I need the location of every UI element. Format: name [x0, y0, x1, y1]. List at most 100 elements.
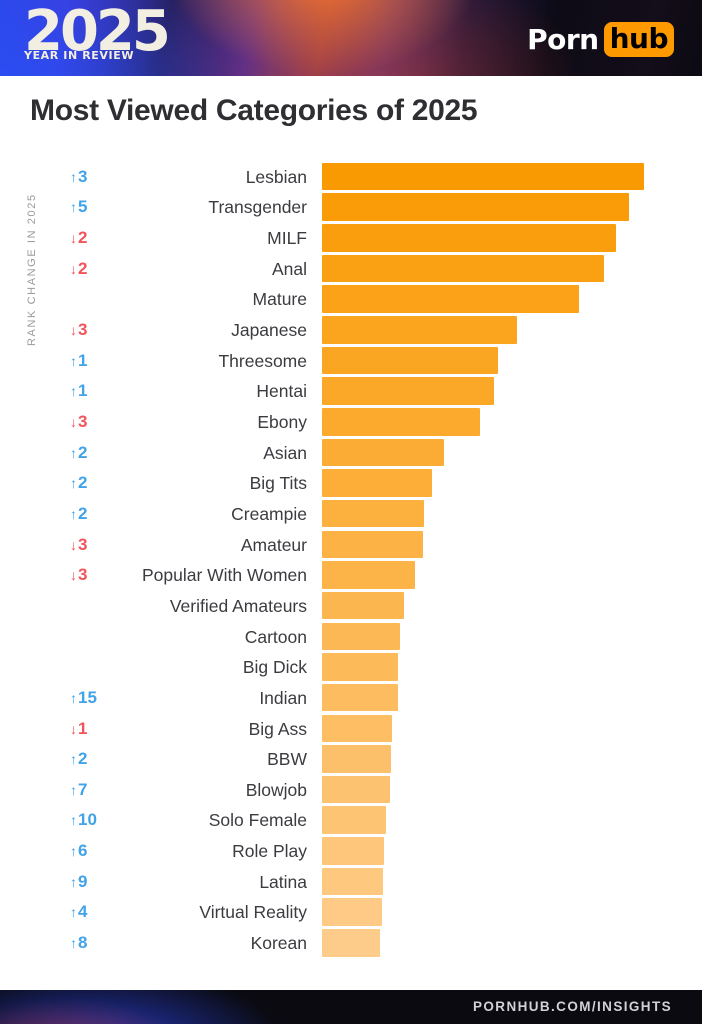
- category-label: Latina: [259, 871, 307, 892]
- category-bar: [322, 377, 494, 405]
- category-row: ↓3 Japanese: [0, 316, 702, 344]
- category-bar: [322, 775, 390, 804]
- category-label: Role Play: [232, 841, 307, 862]
- category-bar: [322, 653, 398, 681]
- pornhub-logo-porn: Porn: [527, 23, 599, 56]
- category-row: ↑5 Transgender: [0, 193, 702, 221]
- category-row: ↑1 Threesome: [0, 346, 702, 375]
- rank-change-down: ↓3: [70, 565, 88, 585]
- category-bar: [322, 499, 424, 528]
- rank-change-up: ↑8: [70, 933, 88, 953]
- category-row: Big Dick: [0, 653, 702, 681]
- arrow-up-icon: ↑: [70, 843, 77, 860]
- rank-change-down: ↓3: [70, 534, 88, 554]
- arrow-up-icon: ↑: [70, 168, 77, 185]
- category-bar: [322, 254, 604, 283]
- category-row: ↓2 Anal: [0, 254, 702, 283]
- category-bar: [322, 469, 432, 497]
- category-label: MILF: [267, 228, 307, 249]
- category-bar: [322, 530, 423, 559]
- category-label: Lesbian: [245, 166, 307, 187]
- category-bar: [322, 867, 383, 896]
- category-row: ↓3 Amateur: [0, 530, 702, 559]
- category-label: Korean: [250, 933, 307, 954]
- category-label: Hentai: [256, 381, 307, 402]
- rank-change-down: ↓1: [70, 718, 88, 738]
- rank-change-up: ↑6: [70, 841, 88, 861]
- arrow-down-icon: ↓: [70, 536, 77, 553]
- category-bar: [322, 285, 579, 313]
- category-bar: [322, 806, 386, 834]
- category-label: Popular With Women: [141, 565, 307, 586]
- category-row: ↑10 Solo Female: [0, 806, 702, 834]
- header-banner: 2025 YEAR IN REVIEW Porn hub: [0, 0, 702, 76]
- arrow-up-icon: ↑: [70, 689, 77, 706]
- category-bar: [322, 683, 398, 712]
- footer-url[interactable]: PORNHUB.COM/INSIGHTS: [472, 999, 672, 1014]
- arrow-down-icon: ↓: [70, 567, 77, 584]
- rank-change-up: ↑1: [70, 350, 88, 370]
- category-row: ↓1 Big Ass: [0, 714, 702, 743]
- arrow-up-icon: ↑: [70, 904, 77, 921]
- arrow-down-icon: ↓: [70, 260, 77, 277]
- category-label: Indian: [259, 687, 307, 708]
- arrow-up-icon: ↑: [70, 873, 77, 890]
- category-row: ↑2 Asian: [0, 438, 702, 467]
- category-bar: [322, 837, 384, 865]
- arrow-up-icon: ↑: [70, 352, 77, 369]
- category-row: ↑2 Creampie: [0, 499, 702, 528]
- category-row: ↓2 MILF: [0, 224, 702, 252]
- category-bar: [322, 561, 415, 589]
- category-bar: [322, 224, 616, 252]
- pornhub-logo-hub: hub: [603, 22, 674, 57]
- rank-change-up: ↑10: [70, 810, 97, 830]
- category-bar: [322, 408, 480, 436]
- arrow-up-icon: ↑: [70, 812, 77, 829]
- category-label: Big Dick: [242, 657, 307, 678]
- category-row: ↑4 Virtual Reality: [0, 898, 702, 926]
- category-bar: [322, 714, 392, 742]
- rank-change-down: ↓2: [70, 228, 88, 248]
- category-label: Amateur: [240, 534, 307, 555]
- category-bar: [322, 162, 644, 191]
- category-row: ↑1 Hentai: [0, 377, 702, 405]
- rank-change-down: ↓3: [70, 412, 88, 431]
- category-label: Threesome: [218, 350, 307, 371]
- category-label: Creampie: [231, 503, 307, 524]
- arrow-up-icon: ↑: [70, 781, 77, 798]
- category-label: Verified Amateurs: [169, 595, 307, 616]
- category-row: ↑2 Big Tits: [0, 469, 702, 497]
- category-label: Cartoon: [244, 626, 307, 647]
- category-label: Asian: [263, 442, 307, 463]
- category-bar: [322, 193, 629, 221]
- category-label: Blowjob: [245, 779, 307, 800]
- rank-change-up: ↑3: [70, 166, 88, 186]
- rank-change-up: ↑2: [70, 442, 88, 462]
- arrow-up-icon: ↑: [70, 199, 77, 216]
- category-bar: [322, 745, 391, 773]
- category-bar: [322, 346, 498, 375]
- category-bar: [322, 591, 404, 620]
- category-label: Mature: [252, 289, 307, 310]
- category-label: Big Tits: [249, 473, 307, 494]
- category-row: ↑15 Indian: [0, 683, 702, 712]
- arrow-down-icon: ↓: [70, 414, 77, 430]
- arrow-up-icon: ↑: [70, 383, 77, 400]
- rank-change-up: ↑15: [70, 687, 97, 707]
- footer: PORNHUB.COM/INSIGHTS: [0, 990, 702, 1024]
- arrow-up-icon: ↑: [70, 751, 77, 768]
- category-row: ↓3 Ebony: [0, 408, 702, 436]
- arrow-down-icon: ↓: [70, 230, 77, 247]
- arrow-down-icon: ↓: [70, 322, 77, 339]
- category-row: ↓3 Popular With Women: [0, 561, 702, 589]
- category-bar: [322, 316, 517, 344]
- category-row: Mature: [0, 285, 702, 313]
- rank-change-up: ↑4: [70, 902, 88, 922]
- category-label: Big Ass: [248, 718, 307, 739]
- pornhub-logo[interactable]: Porn hub: [527, 22, 674, 57]
- category-bar: [322, 898, 382, 926]
- category-row: ↑9 Latina: [0, 867, 702, 896]
- category-label: BBW: [267, 749, 307, 770]
- rank-change-up: ↑5: [70, 197, 88, 217]
